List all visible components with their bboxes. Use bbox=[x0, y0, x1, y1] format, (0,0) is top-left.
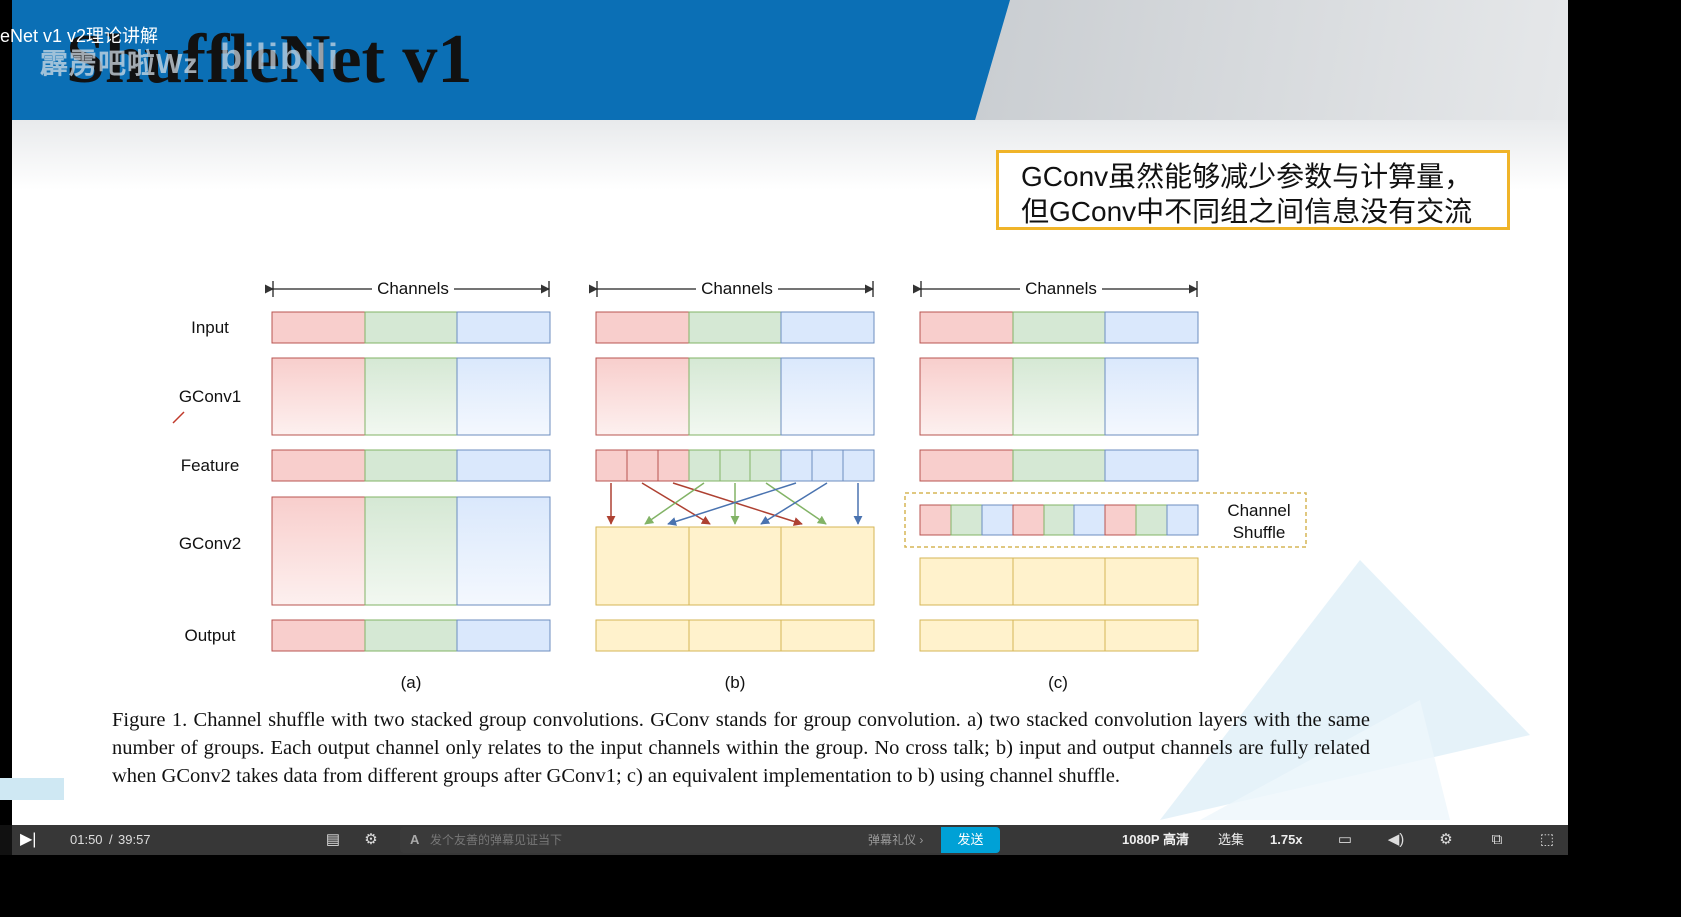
danmaku-toggle-button[interactable]: ▤ bbox=[322, 825, 344, 855]
row-label-input: Input bbox=[191, 318, 229, 337]
panel-label-c: (c) bbox=[1048, 673, 1068, 692]
title-band-grey bbox=[970, 0, 1568, 120]
title-band bbox=[12, 0, 1010, 120]
volume-button[interactable]: ◀) bbox=[1385, 825, 1407, 855]
play-icon: ▶| bbox=[20, 831, 37, 848]
widescreen-icon: ⬚ bbox=[1539, 831, 1555, 848]
slide-title: ShuffleNet v1 bbox=[66, 21, 473, 98]
picture-in-picture-button[interactable]: ⧉ bbox=[1486, 825, 1508, 855]
volume-icon: ◀) bbox=[1387, 831, 1405, 848]
widescreen-button[interactable]: ⬚ bbox=[1536, 825, 1558, 855]
player-control-bar: ▶| 01:50 / 39:57 ▤ ⚙ A 发个友善的弹幕见证当下 弹幕礼仪 … bbox=[0, 825, 1568, 855]
channels-label-b: Channels bbox=[701, 279, 773, 298]
decorative-background bbox=[0, 560, 1530, 820]
danmaku-etiquette-link[interactable]: 弹幕礼仪 › bbox=[868, 833, 924, 847]
total-time: 39:57 bbox=[118, 832, 151, 847]
row-label-feature: Feature bbox=[181, 456, 240, 475]
panel-b: Channels bbox=[588, 278, 875, 692]
annotation-box: GConv虽然能够减少参数与计算量， 但GConv中不同组之间信息没有交流 bbox=[996, 150, 1510, 230]
pen-cursor-icon bbox=[172, 411, 185, 424]
shuffle-label-line-2: Shuffle bbox=[1233, 523, 1286, 542]
danmaku-input-box[interactable]: A 发个友善的弹幕见证当下 弹幕礼仪 › 发送 bbox=[400, 827, 1000, 853]
send-button[interactable]: 发送 bbox=[941, 827, 1000, 853]
danmaku-settings-button[interactable]: ⚙ bbox=[360, 825, 382, 855]
quality-selector[interactable]: 1080P 高清 bbox=[1122, 832, 1189, 847]
right-letterbox bbox=[1568, 0, 1681, 917]
settings-icon: ⚙ bbox=[1439, 831, 1453, 848]
row-label-gconv1: GConv1 bbox=[179, 387, 241, 406]
slide: ShuffleNet v1 eNet v1 v2理论讲解 霹雳吧啦Wz bili… bbox=[0, 0, 1568, 855]
row-label-gconv2: GConv2 bbox=[179, 534, 241, 553]
picture-in-picture-icon: ⧉ bbox=[1491, 831, 1503, 848]
uploader-watermark: 霹雳吧啦Wz bbox=[40, 48, 199, 79]
channels-label-c: Channels bbox=[1025, 279, 1097, 298]
channel-shuffle-figure: Input GConv1 Feature GConv2 Output Chann… bbox=[172, 278, 1307, 692]
video-title-watermark: eNet v1 v2理论讲解 bbox=[0, 26, 159, 46]
settings-button[interactable]: ⚙ bbox=[1435, 825, 1457, 855]
left-edge-strip bbox=[0, 0, 12, 855]
danmaku-style-icon[interactable]: A bbox=[410, 832, 420, 847]
annotation-line-1: GConv虽然能够减少参数与计算量， bbox=[1021, 161, 1473, 192]
row-label-output: Output bbox=[184, 626, 235, 645]
danmaku-input[interactable]: 发个友善的弹幕见证当下 bbox=[430, 833, 563, 847]
panel-label-b: (b) bbox=[725, 673, 746, 692]
subtitle-button[interactable]: ▭ bbox=[1334, 825, 1356, 855]
danmaku-toggle-icon: ▤ bbox=[325, 831, 341, 848]
danmaku-settings-icon: ⚙ bbox=[364, 831, 378, 848]
panel-label-a: (a) bbox=[401, 673, 422, 692]
time-separator: / bbox=[109, 832, 113, 847]
figure-caption: Figure 1. Channel shuffle with two stack… bbox=[112, 709, 1370, 787]
shuffle-label-line-1: Channel bbox=[1227, 501, 1290, 520]
speed-selector[interactable]: 1.75x bbox=[1270, 832, 1303, 847]
subtitle-icon: ▭ bbox=[1337, 831, 1353, 848]
current-time: 01:50 bbox=[70, 832, 103, 847]
panel-c: Channels Cha bbox=[904, 278, 1307, 692]
episodes-button[interactable]: 选集 bbox=[1218, 832, 1245, 847]
channels-label-a: Channels bbox=[377, 279, 449, 298]
annotation-line-2: 但GConv中不同组之间信息没有交流 bbox=[1021, 196, 1473, 227]
panel-a: Channels (a) bbox=[264, 278, 551, 692]
bilibili-logo-watermark: bilibili bbox=[220, 36, 340, 77]
bottom-letterbox bbox=[0, 855, 1681, 917]
play-button[interactable]: ▶| bbox=[20, 825, 44, 855]
